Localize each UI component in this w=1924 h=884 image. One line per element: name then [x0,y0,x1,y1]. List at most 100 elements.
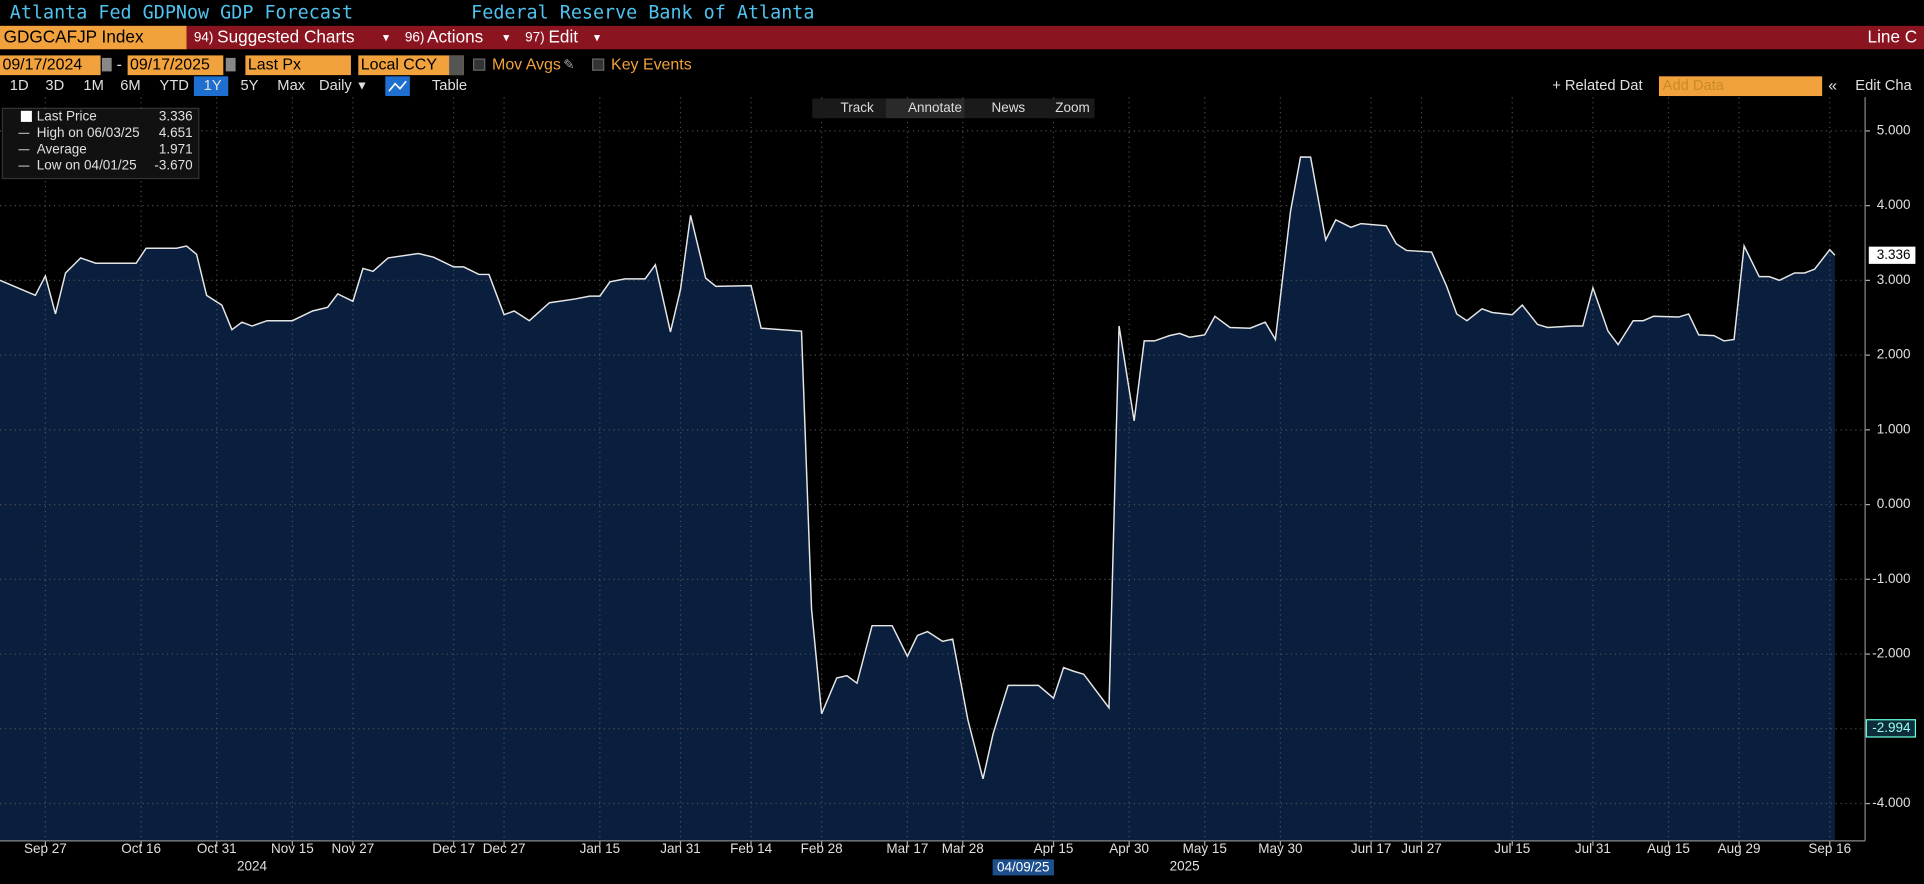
end-date[interactable]: 09/17/2025 [130,56,210,73]
chart-type[interactable]: Line C [1868,27,1918,47]
legend-value: 3.336 [159,109,193,124]
field[interactable]: Last Px [248,56,301,73]
last-value-tag [1868,246,1916,264]
y-tick-label: 2.000 [1877,347,1911,362]
x-tick-label: Apr 30 [1109,841,1149,856]
x-tick-label: May 15 [1183,841,1227,856]
chart-tool[interactable]: Zoom [1055,100,1090,115]
x-tick-label: Dec 27 [483,841,526,856]
x-tick-label: Jul 31 [1575,841,1611,856]
range-button[interactable]: 3D [45,78,64,94]
security-title: Atlanta Fed GDPNow GDP Forecast [10,3,353,24]
cursor-x-label: 04/09/25 [997,860,1050,875]
checkbox[interactable] [592,58,605,71]
x-tick-label: Jul 15 [1494,841,1530,856]
x-tick-label: May 30 [1258,841,1302,856]
x-tick-label: Aug 29 [1718,841,1761,856]
cursor-y-tag [1865,719,1917,738]
calendar-icon[interactable] [101,57,112,72]
legend-value: 4.651 [159,125,193,140]
add-data-box[interactable] [1658,76,1823,97]
chart-tool[interactable]: News [991,100,1025,115]
menu-key[interactable]: 94) [194,30,214,45]
x-tick-label: Nov 15 [271,841,314,856]
legend-value: -3.670 [154,158,192,173]
menu-label[interactable]: Suggested Charts [217,27,354,47]
legend-label: Average [37,141,87,156]
end-date-box[interactable] [127,55,224,76]
x-tick-label: Feb 14 [730,841,772,856]
menu-key[interactable]: 97) [525,30,545,45]
dropdown-arrow[interactable] [449,55,464,76]
menu-arrow[interactable]: ▾ [503,30,509,44]
legend-label: Low on 04/01/25 [37,158,137,173]
menu-arrow[interactable]: ▾ [594,30,600,44]
checkbox[interactable] [473,58,486,71]
chart-tool[interactable]: Annotate [908,100,962,115]
dropdown-arrow[interactable]: ▼ [356,78,368,92]
line [0,156,1836,780]
cursor-y-label: -2.994 [1872,720,1911,735]
x-tick-label: Feb 28 [801,841,843,856]
range-selected [193,76,229,97]
collapse-button[interactable]: « [1828,77,1837,94]
range-button[interactable]: 1Y [204,78,222,94]
menu-arrow[interactable]: ▾ [383,30,389,44]
legend-swatch [20,110,32,122]
x-tick-label: Jan 31 [660,841,701,856]
menu-label[interactable]: Edit [548,27,578,47]
option[interactable]: Mov Avgs [492,56,561,73]
y-tick-label: 4.000 [1877,197,1911,212]
ticker[interactable]: GDGCAFJP Index [4,27,144,47]
chart-style-icon [388,80,407,92]
toolbar [0,25,1924,50]
option[interactable]: Key Events [611,56,692,73]
x-tick-label: Nov 27 [331,841,374,856]
related-data[interactable]: + Related Dat [1552,78,1642,94]
x-tick-label: Jan 15 [580,841,621,856]
ticker-box[interactable] [0,25,187,50]
calendar-icon[interactable] [225,57,236,72]
legend-box [1,107,200,180]
cursor-x-tag [992,859,1054,876]
menu-label[interactable]: Actions [427,27,483,47]
last-value-label: 3.336 [1877,247,1911,262]
currency-box[interactable] [358,55,464,76]
legend-label: High on 06/03/25 [37,125,140,140]
chart-tool[interactable]: Track [841,100,874,115]
y-tick-label: -2.000 [1872,646,1910,661]
x-tick-label: Dec 17 [432,841,475,856]
table-button[interactable]: Table [432,78,467,94]
x-tick-label: Sep 27 [24,841,67,856]
legend-label: Last Price [37,109,97,124]
x-tick-label: Jun 17 [1351,841,1392,856]
range-button[interactable]: YTD [160,78,189,94]
plot: 5.000 4.000 3.000 2.000 1.000 0.000 -1.000 -2.0… [0,97,1917,876]
y-tick-label: 5.000 [1877,122,1911,137]
edit-chart[interactable]: Edit Cha [1855,78,1912,94]
x-tick-label: Sep 16 [1808,841,1851,856]
start-date[interactable]: 09/17/2024 [2,56,82,73]
frequency[interactable]: Daily [319,78,352,94]
add-data[interactable]: Add Data [1663,78,1725,94]
range-button[interactable]: 1D [10,78,29,94]
y-tick-label: -1.000 [1872,571,1910,586]
area [0,156,1835,841]
x-tick-label: Jun 27 [1401,841,1442,856]
range-button[interactable]: Max [277,78,305,94]
field-box[interactable] [245,55,351,76]
range-button[interactable]: 5Y [241,78,259,94]
currency[interactable]: Local CCY [361,56,438,73]
x-tick-label: Oct 31 [197,841,237,856]
range-button[interactable]: 1M [83,78,103,94]
x-tick-label: Apr 15 [1034,841,1074,856]
menu-key[interactable]: 96) [405,30,425,45]
x-tick-label: Mar 17 [886,841,928,856]
x-tick-label: Oct 16 [121,841,161,856]
x-tick-label: Mar 28 [942,841,984,856]
edit-icon[interactable]: ✎ [563,57,574,72]
range-button[interactable]: 6M [120,78,140,94]
date-separator: - [117,56,122,73]
start-date-box[interactable] [0,55,101,76]
